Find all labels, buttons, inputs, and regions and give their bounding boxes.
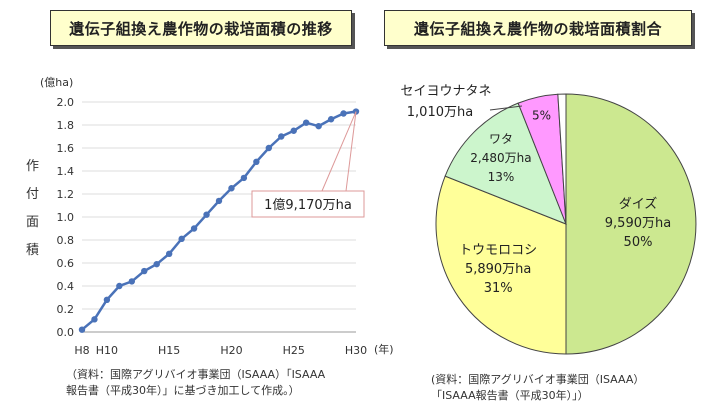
y-unit-label: (億ha) bbox=[40, 76, 73, 89]
y-tick-label: 2.0 bbox=[57, 96, 75, 109]
leader-line bbox=[489, 105, 523, 111]
slice-label: 2,480万ha bbox=[470, 151, 531, 165]
annotation-label: 1億9,170万ha bbox=[264, 197, 352, 213]
data-point bbox=[253, 158, 260, 165]
pie-slice bbox=[565, 93, 697, 355]
x-tick-label: H15 bbox=[158, 344, 180, 357]
data-point bbox=[315, 122, 322, 130]
slice-label: ダイズ bbox=[619, 196, 658, 212]
x-tick-label: H10 bbox=[96, 344, 118, 357]
y-tick-label: 0.6 bbox=[57, 257, 75, 270]
slice-label: 1,010万ha bbox=[407, 105, 473, 120]
y-tick-label: 1.0 bbox=[57, 211, 75, 224]
data-point bbox=[327, 116, 335, 123]
data-point bbox=[340, 110, 347, 117]
source-line: 報告書（平成30年）」に基づき加工して作成。） bbox=[66, 384, 300, 397]
data-point bbox=[128, 278, 136, 285]
line-chart-title: 遺伝子組換え農作物の栽培面積の推移 bbox=[50, 10, 352, 46]
slice-label: セイヨウナタネ bbox=[400, 84, 491, 99]
y-tick-label: 0.8 bbox=[57, 234, 75, 247]
slice-label: トウモロコシ bbox=[459, 243, 537, 258]
y-axis-label-char: 付 bbox=[26, 187, 39, 202]
y-tick-label: 0.2 bbox=[57, 303, 75, 316]
source-line: 「ISAAA報告書（平成30年）」） bbox=[431, 389, 589, 402]
data-point bbox=[116, 282, 123, 290]
data-point bbox=[91, 316, 98, 323]
pie-chart-source: (資料：国際アグリバイオ事業団（ISAAA） 「ISAAA報告書（平成30年）」… bbox=[431, 372, 644, 404]
data-point bbox=[302, 119, 310, 126]
x-tick-label: H30 bbox=[345, 344, 367, 357]
data-point bbox=[265, 144, 273, 152]
slice-label: 50% bbox=[624, 235, 653, 250]
data-point bbox=[215, 197, 223, 205]
slice-label: 9,590万ha bbox=[605, 216, 671, 231]
y-tick-label: 0.0 bbox=[57, 326, 75, 339]
data-point bbox=[240, 174, 248, 182]
y-tick-label: 0.4 bbox=[57, 280, 75, 293]
pie-slice bbox=[557, 93, 567, 225]
x-tick-label: H20 bbox=[220, 344, 242, 357]
line-chart-source: （資料：国際アグリバイオ事業団（ISAAA）「ISAAA 報告書（平成30年）」… bbox=[66, 367, 325, 399]
data-point bbox=[203, 211, 210, 218]
y-tick-label: 1.2 bbox=[57, 188, 75, 201]
x-tick-label: H8 bbox=[74, 344, 89, 357]
y-tick-label: 1.8 bbox=[57, 119, 75, 132]
data-point bbox=[290, 127, 297, 134]
source-line: （資料：国際アグリバイオ事業団（ISAAA）「ISAAA bbox=[66, 368, 326, 381]
data-point bbox=[78, 326, 86, 333]
data-point bbox=[141, 267, 148, 275]
x-tick-label: H25 bbox=[283, 344, 305, 357]
data-point bbox=[178, 235, 185, 243]
callout-pointer bbox=[321, 111, 357, 192]
y-tick-label: 1.6 bbox=[57, 142, 75, 155]
data-point bbox=[103, 296, 111, 303]
x-unit-label: (年) bbox=[374, 342, 394, 356]
slice-label: ワタ bbox=[489, 132, 513, 146]
pie-chart-title: 遺伝子組換え農作物の栽培面積割合 bbox=[384, 10, 692, 46]
slice-label: 31% bbox=[484, 281, 513, 296]
data-point bbox=[278, 133, 285, 140]
slice-label: 5% bbox=[532, 109, 551, 123]
slice-label: 13% bbox=[488, 170, 515, 184]
data-point bbox=[228, 185, 235, 192]
annotation-box bbox=[251, 190, 365, 218]
pie-slice bbox=[435, 175, 567, 355]
data-point bbox=[153, 260, 160, 268]
y-tick-label: 1.4 bbox=[57, 165, 75, 178]
pie-slice bbox=[444, 102, 567, 225]
data-point bbox=[165, 250, 173, 257]
slice-label: 5,890万ha bbox=[465, 262, 531, 277]
y-axis-label-char: 作 bbox=[26, 159, 39, 174]
y-axis-label-char: 積 bbox=[26, 243, 39, 258]
source-line: (資料：国際アグリバイオ事業団（ISAAA） bbox=[431, 373, 645, 386]
y-axis-label-char: 面 bbox=[26, 215, 39, 230]
callout-pointer bbox=[345, 111, 357, 192]
data-point bbox=[190, 225, 198, 232]
